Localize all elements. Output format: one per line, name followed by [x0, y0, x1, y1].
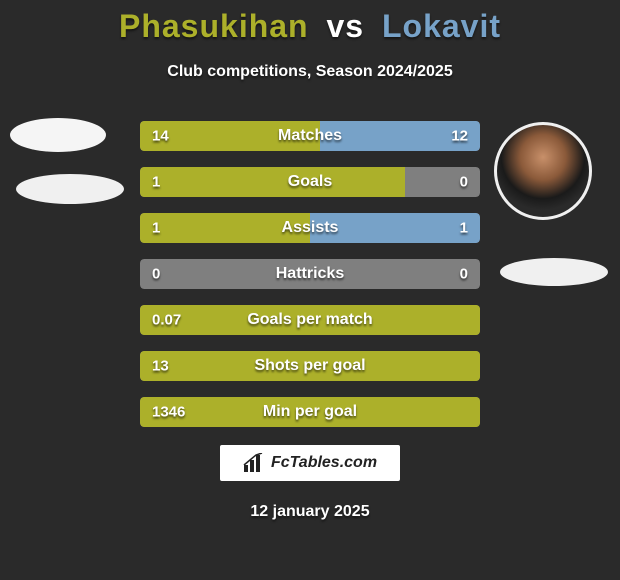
player1-avatar-placeholder-1 — [10, 118, 106, 152]
stat-bar-row: 11Assists — [140, 213, 480, 243]
stat-label: Shots per goal — [140, 357, 480, 375]
stat-label: Assists — [140, 219, 480, 237]
stat-label: Goals per match — [140, 311, 480, 329]
player2-name: Lokavit — [382, 8, 501, 44]
stat-label: Min per goal — [140, 403, 480, 421]
comparison-title: Phasukihan vs Lokavit — [0, 0, 620, 45]
vs-separator: vs — [318, 8, 372, 44]
stat-bar-row: 1412Matches — [140, 121, 480, 151]
stat-bar-row: 1346Min per goal — [140, 397, 480, 427]
stat-bar-row: 10Goals — [140, 167, 480, 197]
stat-bars-container: 1412Matches 10Goals 11Assists 00Hattricks 0.… — [140, 121, 480, 427]
player1-avatar-placeholder-2 — [16, 174, 124, 204]
stat-label: Hattricks — [140, 265, 480, 283]
player2-avatar — [494, 122, 592, 220]
stat-label: Matches — [140, 127, 480, 145]
player1-name: Phasukihan — [119, 8, 309, 44]
stat-bar-row: 13Shots per goal — [140, 351, 480, 381]
stat-label: Goals — [140, 173, 480, 191]
fctables-logo[interactable]: FcTables.com — [220, 445, 400, 481]
date-text: 12 january 2025 — [0, 503, 620, 521]
stat-bar-row: 0.07Goals per match — [140, 305, 480, 335]
subtitle: Club competitions, Season 2024/2025 — [0, 63, 620, 81]
logo-chart-icon — [243, 453, 265, 473]
stat-bar-row: 00Hattricks — [140, 259, 480, 289]
player2-avatar-placeholder — [500, 258, 608, 286]
logo-text: FcTables.com — [271, 454, 377, 472]
